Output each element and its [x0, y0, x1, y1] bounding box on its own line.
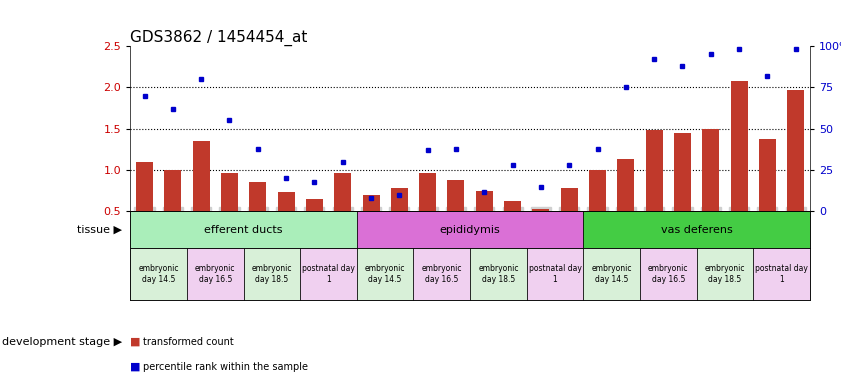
- Bar: [414, 248, 470, 300]
- Text: embryonic
day 14.5: embryonic day 14.5: [591, 264, 632, 283]
- Bar: [589, 170, 606, 211]
- Text: ■: ■: [130, 362, 145, 372]
- Bar: [470, 248, 526, 300]
- Bar: [278, 192, 294, 211]
- Bar: [731, 81, 748, 211]
- Text: embryonic
day 14.5: embryonic day 14.5: [139, 264, 179, 283]
- Bar: [306, 199, 323, 211]
- Bar: [696, 248, 754, 300]
- Bar: [476, 191, 493, 211]
- Bar: [187, 248, 244, 300]
- Text: transformed count: transformed count: [143, 337, 234, 347]
- Text: percentile rank within the sample: percentile rank within the sample: [143, 362, 308, 372]
- Bar: [193, 141, 209, 211]
- Bar: [561, 188, 578, 211]
- Text: tissue ▶: tissue ▶: [77, 225, 122, 235]
- Bar: [532, 209, 549, 211]
- Bar: [584, 248, 640, 300]
- Bar: [674, 133, 691, 211]
- Bar: [357, 248, 414, 300]
- Text: development stage ▶: development stage ▶: [2, 337, 122, 347]
- Text: postnatal day
1: postnatal day 1: [302, 264, 355, 283]
- Bar: [300, 248, 357, 300]
- Text: embryonic
day 18.5: embryonic day 18.5: [705, 264, 745, 283]
- Text: embryonic
day 14.5: embryonic day 14.5: [365, 264, 405, 283]
- Bar: [249, 182, 267, 211]
- Bar: [130, 248, 187, 300]
- Text: vas deferens: vas deferens: [661, 225, 733, 235]
- Bar: [584, 211, 810, 248]
- Bar: [419, 172, 436, 211]
- Bar: [362, 195, 379, 211]
- Bar: [391, 188, 408, 211]
- Bar: [130, 211, 357, 248]
- Text: embryonic
day 16.5: embryonic day 16.5: [648, 264, 689, 283]
- Bar: [759, 139, 776, 211]
- Bar: [136, 162, 153, 211]
- Bar: [357, 211, 584, 248]
- Bar: [164, 170, 182, 211]
- Bar: [504, 200, 521, 211]
- Bar: [221, 172, 238, 211]
- Bar: [640, 248, 696, 300]
- Bar: [334, 172, 352, 211]
- Text: efferent ducts: efferent ducts: [204, 225, 283, 235]
- Bar: [787, 90, 804, 211]
- Bar: [702, 129, 719, 211]
- Text: embryonic
day 16.5: embryonic day 16.5: [195, 264, 235, 283]
- Text: postnatal day
1: postnatal day 1: [529, 264, 581, 283]
- Text: postnatal day
1: postnatal day 1: [755, 264, 808, 283]
- Bar: [526, 248, 584, 300]
- Text: embryonic
day 16.5: embryonic day 16.5: [421, 264, 462, 283]
- Bar: [244, 248, 300, 300]
- Text: embryonic
day 18.5: embryonic day 18.5: [251, 264, 292, 283]
- Text: epididymis: epididymis: [440, 225, 500, 235]
- Text: GDS3862 / 1454454_at: GDS3862 / 1454454_at: [130, 30, 308, 46]
- Bar: [617, 159, 634, 211]
- Text: ■: ■: [130, 337, 145, 347]
- Bar: [646, 131, 663, 211]
- Bar: [447, 180, 464, 211]
- Bar: [754, 248, 810, 300]
- Text: embryonic
day 18.5: embryonic day 18.5: [479, 264, 519, 283]
